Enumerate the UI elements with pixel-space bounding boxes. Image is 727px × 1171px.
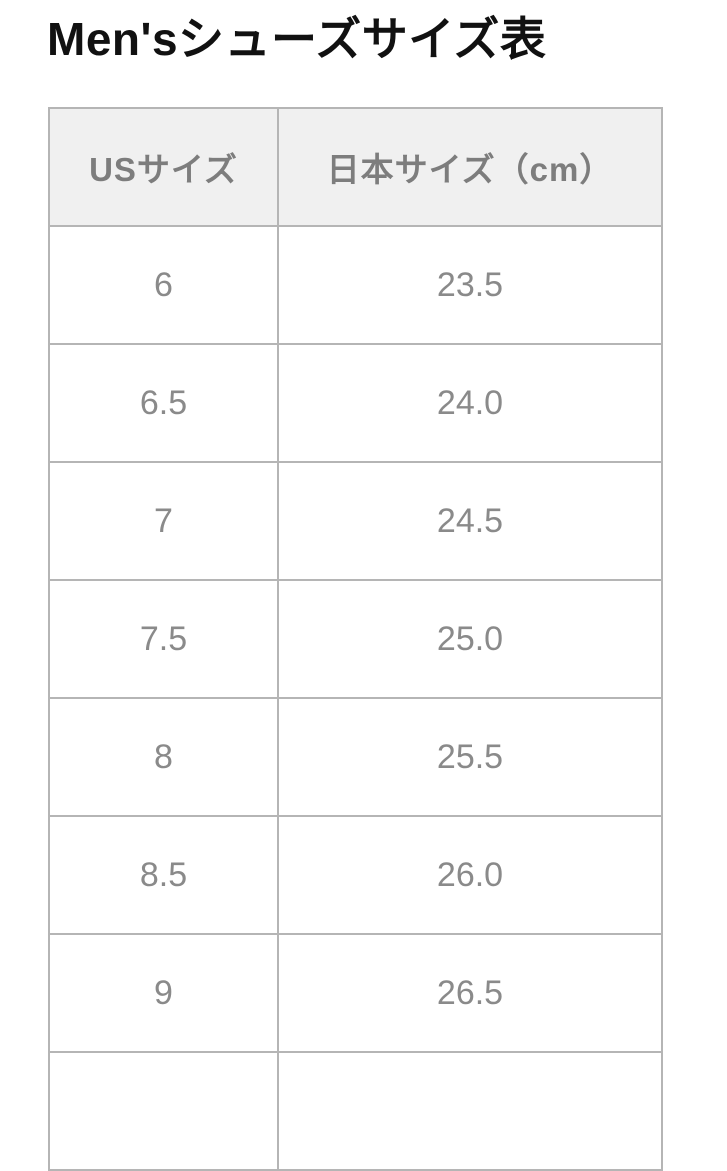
us-size-cell: 6.5	[48, 343, 279, 463]
table-row: 7 24.5	[48, 461, 663, 581]
jp-size-cell: 26.0	[277, 815, 663, 935]
jp-size-cell: 25.0	[277, 579, 663, 699]
table-row-partial	[48, 1051, 663, 1171]
table-row: 9 26.5	[48, 933, 663, 1053]
table-row: 6.5 24.0	[48, 343, 663, 463]
table-row: 8.5 26.0	[48, 815, 663, 935]
us-size-cell: 8	[48, 697, 279, 817]
table-row: 6 23.5	[48, 225, 663, 345]
header-cell-us-size: USサイズ	[48, 107, 279, 227]
jp-size-cell: 24.5	[277, 461, 663, 581]
header-cell-jp-size: 日本サイズ（cm）	[277, 107, 663, 227]
us-size-cell: 7	[48, 461, 279, 581]
us-size-cell: 8.5	[48, 815, 279, 935]
us-size-cell: 9	[48, 933, 279, 1053]
us-size-cell	[48, 1051, 279, 1171]
table-row: 8 25.5	[48, 697, 663, 817]
jp-size-cell: 23.5	[277, 225, 663, 345]
page-title: Men'sシューズサイズ表	[47, 13, 547, 65]
jp-size-cell: 24.0	[277, 343, 663, 463]
jp-size-cell	[277, 1051, 663, 1171]
header-row: USサイズ 日本サイズ（cm）	[48, 107, 663, 227]
shoe-size-table: USサイズ 日本サイズ（cm） 6 23.5 6.5 24.0 7 24.5 7…	[48, 107, 663, 1171]
table-row: 7.5 25.0	[48, 579, 663, 699]
jp-size-cell: 26.5	[277, 933, 663, 1053]
us-size-cell: 6	[48, 225, 279, 345]
jp-size-cell: 25.5	[277, 697, 663, 817]
us-size-cell: 7.5	[48, 579, 279, 699]
